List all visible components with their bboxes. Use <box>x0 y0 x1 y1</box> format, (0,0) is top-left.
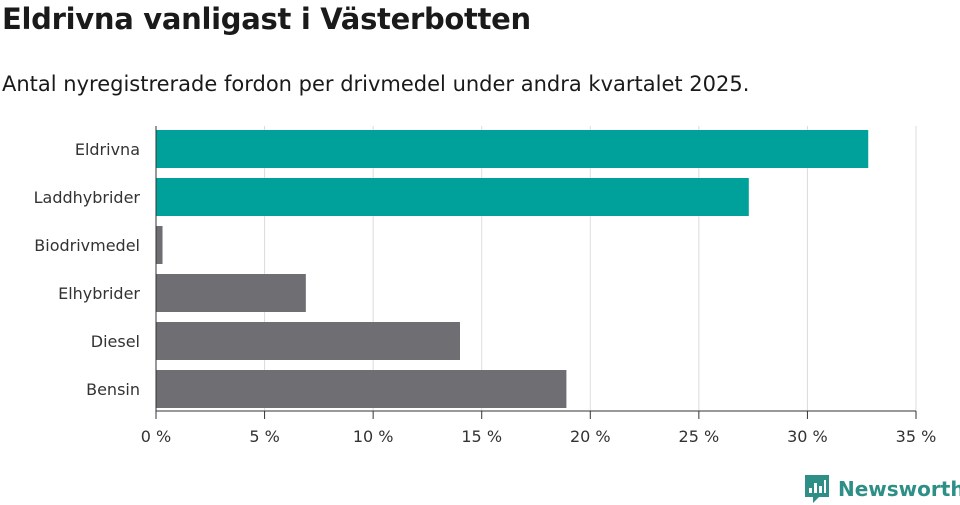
category-labels: Eldrivna Laddhybrider Biodrivmedel Elhybrid… <box>34 140 141 399</box>
category-label-2: Biodrivmedel <box>34 236 140 255</box>
category-label-0: Eldrivna <box>75 140 140 159</box>
bars <box>156 130 869 408</box>
brand-name: Newsworthy <box>838 477 960 501</box>
brand: Newsworthy <box>804 474 960 504</box>
category-label-4: Diesel <box>91 332 140 351</box>
x-tick-label-2: 10 % <box>353 427 394 446</box>
category-label-3: Elhybrider <box>58 284 140 303</box>
bar-0 <box>156 130 869 168</box>
gridlines <box>264 126 917 411</box>
category-label-1: Laddhybrider <box>34 188 141 207</box>
x-tick-label-3: 15 % <box>461 427 502 446</box>
x-tick-label-6: 30 % <box>787 427 828 446</box>
x-tick-label-0: 0 % <box>141 427 171 446</box>
chart-title: Eldrivna vanligast i Västerbotten <box>2 2 531 36</box>
bar-3 <box>156 274 306 312</box>
bar-5 <box>156 370 567 408</box>
newsworthy-logo-icon <box>805 475 829 503</box>
bar-1 <box>156 178 749 216</box>
x-tick-label-5: 25 % <box>679 427 720 446</box>
x-tick-label-4: 20 % <box>570 427 611 446</box>
x-tick-label-7: 35 % <box>896 427 937 446</box>
chart-subtitle: Antal nyregistrerade fordon per drivmede… <box>2 72 750 96</box>
category-label-5: Bensin <box>86 380 140 399</box>
x-axis: 0 % 5 % 10 % 15 % 20 % 25 % 30 % 35 % <box>141 126 937 446</box>
bar-4 <box>156 322 460 360</box>
x-tick-label-1: 5 % <box>249 427 279 446</box>
bar-2 <box>156 226 163 264</box>
